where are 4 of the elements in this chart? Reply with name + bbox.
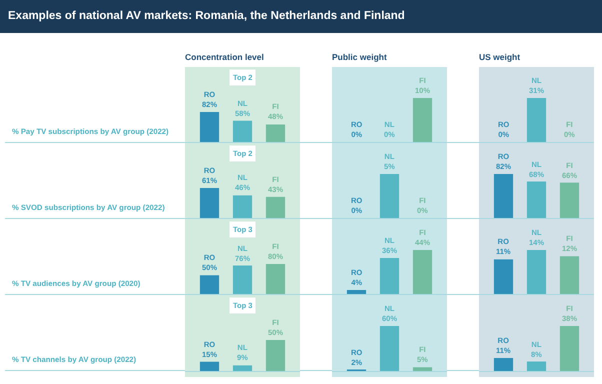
chart-title: Concentration level [185,52,264,62]
chart-title: US weight [479,52,520,62]
text: Examples of national AV markets: Romania, the Netherlands and Finland [8,10,405,22]
chart-title: Public weight [332,52,387,62]
